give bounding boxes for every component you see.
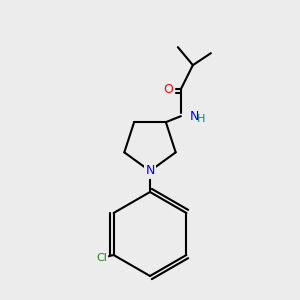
Text: H: H xyxy=(197,114,206,124)
Text: N: N xyxy=(145,164,155,178)
Text: N: N xyxy=(190,110,199,123)
Text: N: N xyxy=(145,164,155,178)
Text: Cl: Cl xyxy=(96,253,107,263)
Text: O: O xyxy=(163,83,173,96)
